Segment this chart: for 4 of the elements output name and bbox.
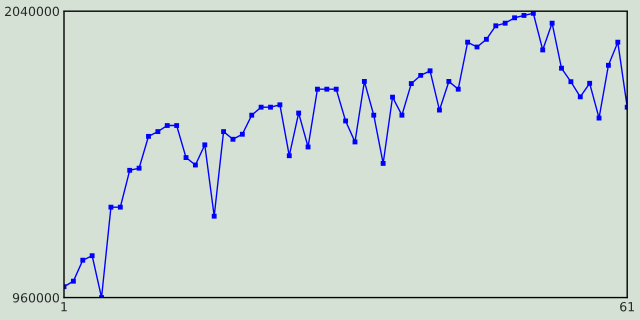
x-tick-label: 61 — [620, 302, 634, 312]
x-tick-label: 1 — [61, 302, 67, 312]
y-tick-label: 2040000 — [5, 6, 59, 16]
y-tick-label: 960000 — [12, 293, 59, 303]
